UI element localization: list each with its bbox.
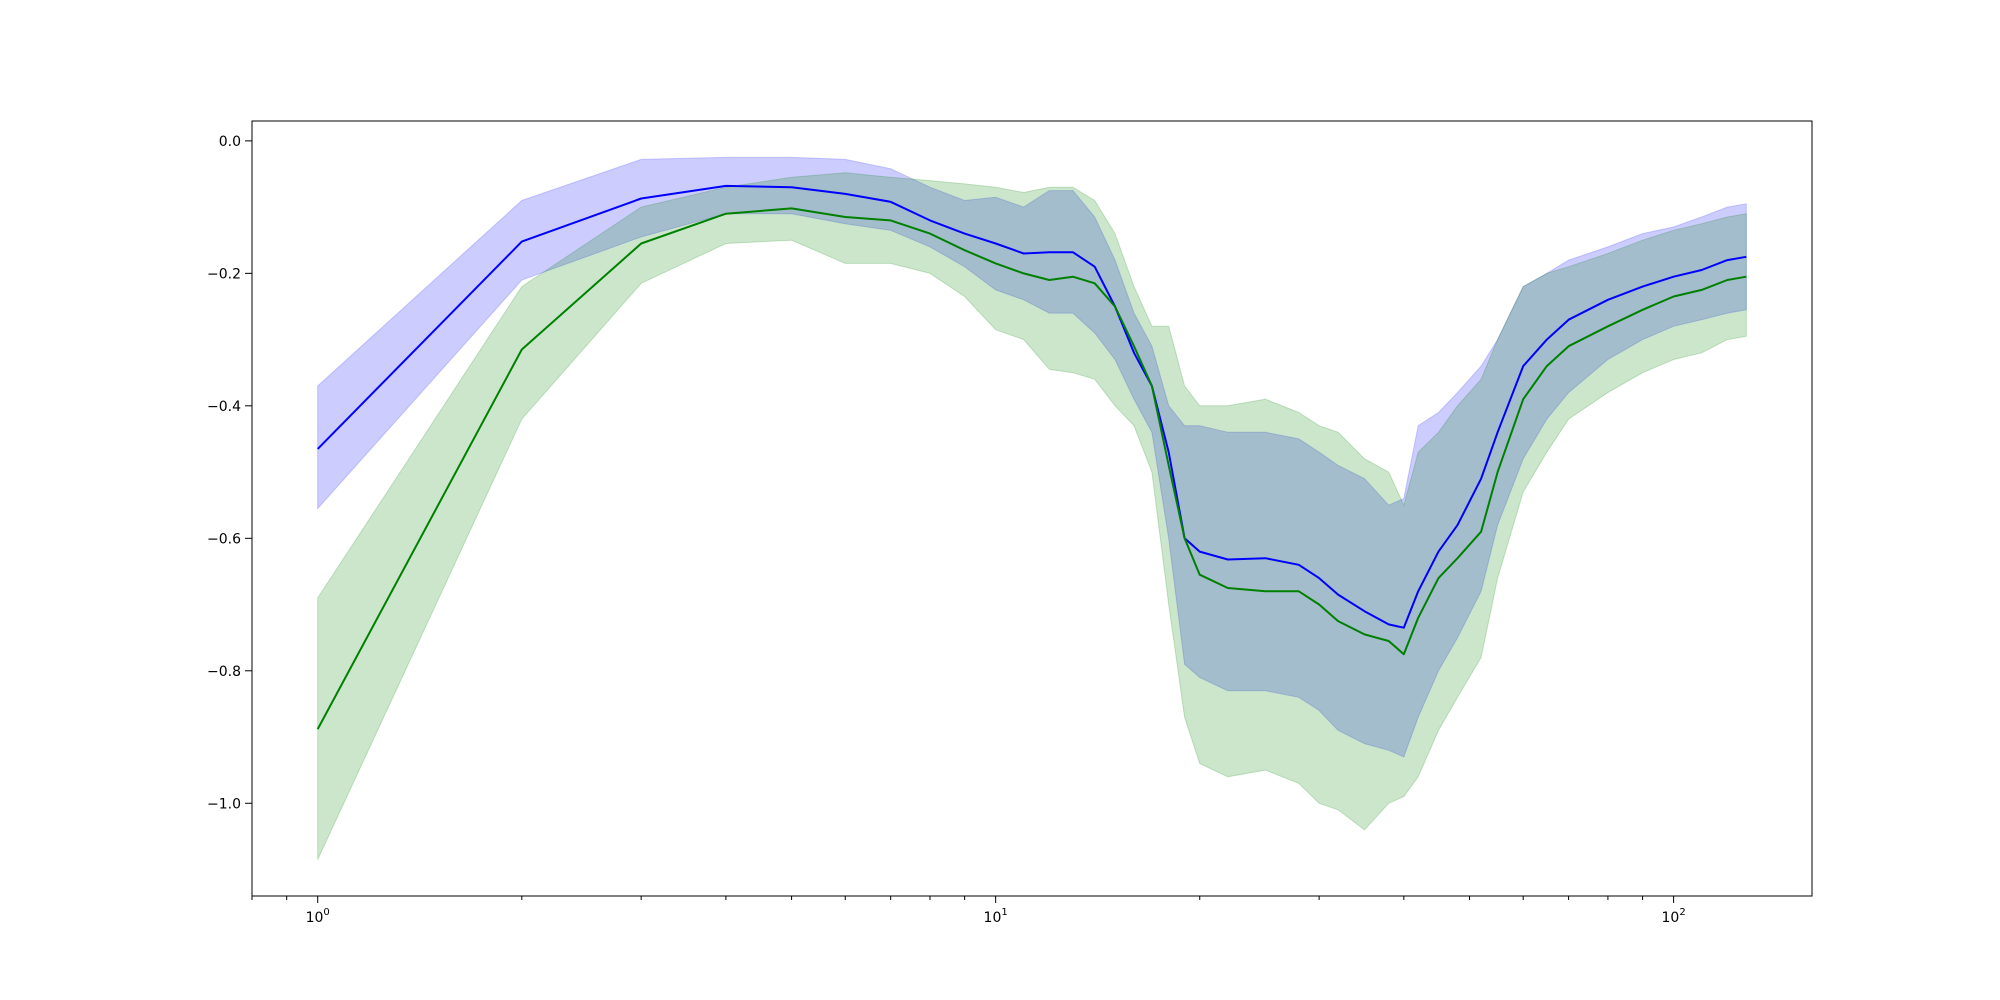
series-2-line (316, 207, 1747, 730)
y-tick-label: −0.8 (207, 664, 241, 680)
y-tick-label: −0.2 (207, 266, 241, 282)
y-axis: 0.0 −0.2 −0.4 −0.6 −0.8 −1.0 (207, 134, 252, 812)
x-tick-label: 101 (984, 907, 1008, 926)
y-tick-label: 0.0 (219, 134, 241, 150)
series-lines (316, 184, 1747, 730)
series-1-band (317, 156, 1747, 758)
series-2-band (317, 172, 1747, 860)
y-tick-label: −0.6 (207, 531, 241, 547)
series-1-line (316, 184, 1747, 629)
plot-frame (251, 120, 1813, 897)
y-tick-label: −0.4 (207, 399, 241, 415)
y-tick-label: −1.0 (207, 796, 241, 812)
x-tick-label: 100 (306, 907, 330, 926)
x-axis: 100 101 102 (251, 896, 1686, 926)
confidence-bands (317, 156, 1747, 860)
x-tick-label: 102 (1662, 907, 1686, 926)
